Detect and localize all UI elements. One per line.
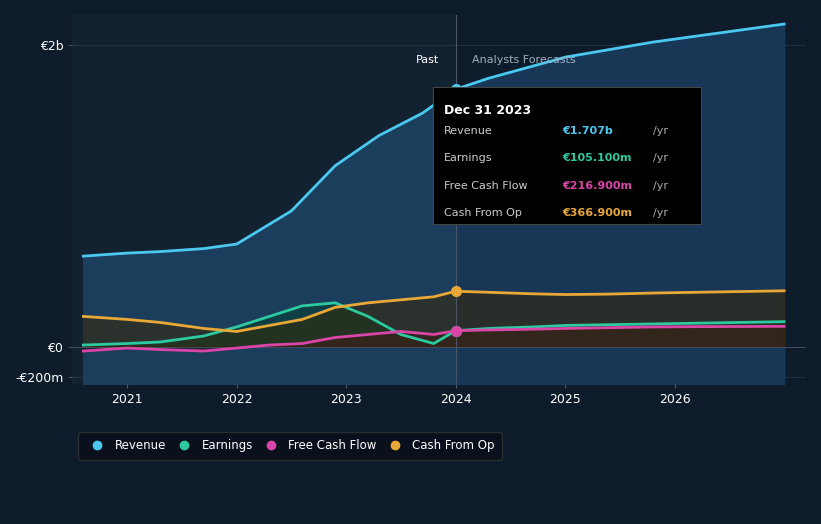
Bar — [72, 15, 456, 384]
Text: /yr: /yr — [653, 154, 667, 163]
Text: Revenue: Revenue — [444, 126, 493, 136]
Text: /yr: /yr — [653, 126, 667, 136]
Text: /yr: /yr — [653, 209, 667, 219]
Text: Free Cash Flow: Free Cash Flow — [444, 181, 528, 191]
Text: Dec 31 2023: Dec 31 2023 — [444, 104, 531, 116]
Text: Earnings: Earnings — [444, 154, 493, 163]
Text: /yr: /yr — [653, 181, 667, 191]
Text: €216.900m: €216.900m — [562, 181, 632, 191]
Text: Cash From Op: Cash From Op — [444, 209, 522, 219]
Text: Analysts Forecasts: Analysts Forecasts — [472, 55, 576, 65]
Text: €1.707b: €1.707b — [562, 126, 612, 136]
Text: €366.900m: €366.900m — [562, 209, 632, 219]
Text: Past: Past — [416, 55, 439, 65]
Bar — [456, 15, 806, 384]
Text: €105.100m: €105.100m — [562, 154, 631, 163]
Legend: Revenue, Earnings, Free Cash Flow, Cash From Op: Revenue, Earnings, Free Cash Flow, Cash … — [78, 432, 502, 460]
